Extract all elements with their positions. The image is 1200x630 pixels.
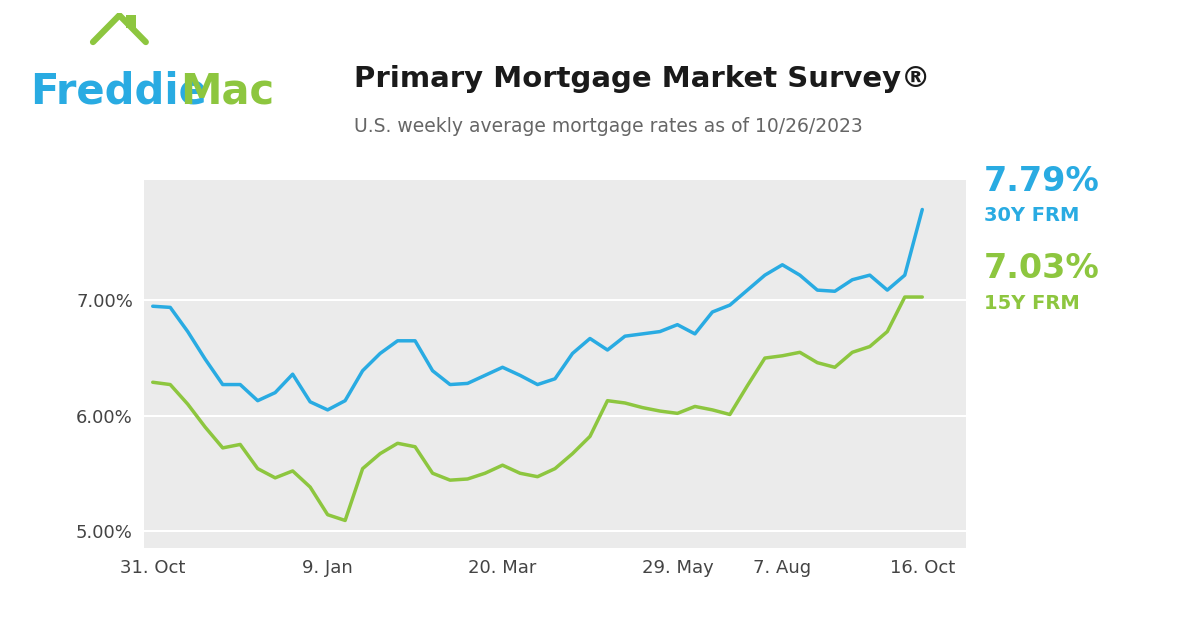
Bar [126,15,136,28]
Text: Primary Mortgage Market Survey®: Primary Mortgage Market Survey® [354,65,930,93]
Text: 7.79%: 7.79% [984,164,1099,198]
Text: 15Y FRM: 15Y FRM [984,294,1080,313]
Text: 7.03%: 7.03% [984,252,1099,285]
Text: 30Y FRM: 30Y FRM [984,206,1079,226]
Text: Mac: Mac [180,71,274,112]
Text: U.S. weekly average mortgage rates as of 10/26/2023: U.S. weekly average mortgage rates as of… [354,117,863,135]
Text: Freddie: Freddie [30,71,206,112]
